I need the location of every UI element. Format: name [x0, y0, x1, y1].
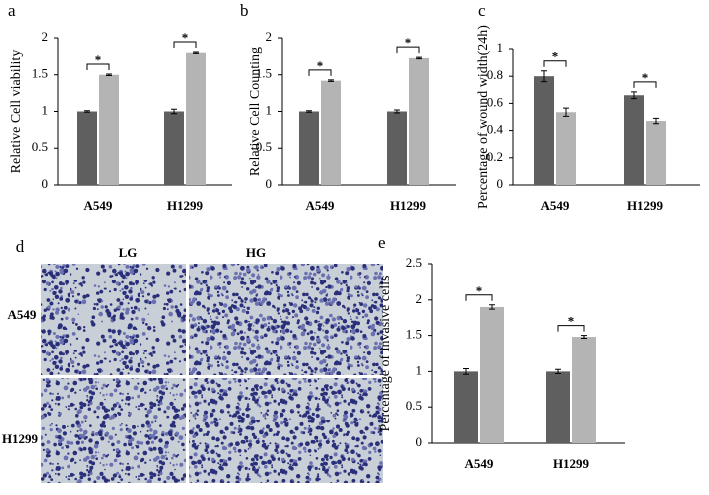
significance-bracket: [557, 325, 585, 332]
error-bar: [541, 70, 547, 83]
micrograph: [189, 264, 383, 375]
error-bar: [489, 304, 495, 310]
bar: [77, 111, 97, 185]
y-tick-label: 0.2: [487, 149, 503, 164]
error-bar: [581, 335, 587, 339]
bar: [534, 76, 554, 185]
x-tick-label: H1299: [167, 198, 204, 213]
bar: [572, 337, 596, 443]
significance-bracket: [86, 63, 110, 71]
significance-mark: *: [182, 30, 189, 45]
error-bar: [416, 56, 422, 60]
micrograph: [41, 264, 186, 375]
significance-mark: *: [405, 35, 412, 50]
x-tick-label: H1299: [627, 198, 664, 213]
bar: [321, 80, 341, 185]
significance-mark: *: [642, 70, 649, 85]
bar: [409, 57, 429, 185]
y-tick-label: 1.5: [32, 66, 48, 81]
y-axis-label: Relative Cell Counting: [248, 47, 263, 176]
panel-label: a: [8, 1, 16, 20]
y-tick-label: 0: [42, 176, 49, 191]
panel-label: d: [16, 237, 25, 256]
column-label: HG: [246, 245, 266, 260]
bar: [556, 112, 576, 185]
bar: [99, 74, 119, 185]
x-tick-label: A549: [465, 456, 494, 471]
column-label: LG: [119, 245, 138, 260]
y-tick-label: 0.5: [32, 139, 48, 154]
y-axis-label: Percentage of invasive cells: [378, 276, 393, 432]
y-axis-label: Percentage of wound width(24h): [476, 25, 491, 209]
bar: [164, 111, 184, 185]
y-tick-label: 0.6: [487, 94, 504, 109]
y-tick-label: 2.5: [406, 255, 422, 270]
significance-mark: *: [568, 314, 575, 329]
y-tick-label: 2: [42, 29, 49, 44]
y-tick-label: 1.5: [406, 327, 422, 342]
bar: [186, 52, 206, 186]
bar: [646, 121, 666, 185]
y-tick-label: 2: [416, 291, 423, 306]
error-bar: [306, 110, 312, 113]
y-tick-label: 0.4: [487, 122, 504, 137]
x-tick-label: A549: [541, 198, 570, 213]
error-bar: [193, 51, 199, 54]
row-label: A549: [8, 307, 37, 322]
y-tick-label: 0.8: [487, 67, 503, 82]
bar: [387, 111, 407, 185]
x-tick-label: H1299: [390, 198, 427, 213]
significance-bracket: [173, 41, 197, 48]
bar: [454, 371, 478, 443]
panel-label: c: [478, 1, 486, 20]
significance-mark: *: [317, 58, 324, 73]
micrograph: [189, 378, 383, 483]
x-tick-label: A549: [306, 198, 335, 213]
y-tick-label: 2: [266, 29, 273, 44]
y-tick-label: 0.5: [256, 139, 272, 154]
significance-mark: *: [552, 49, 559, 64]
significance-bracket: [633, 81, 657, 88]
y-tick-label: 1: [497, 40, 504, 55]
significance-bracket: [396, 46, 420, 54]
y-tick-label: 0: [266, 176, 273, 191]
error-bar: [555, 368, 561, 375]
x-tick-label: H1299: [553, 456, 590, 471]
x-tick-label: A549: [84, 198, 113, 213]
significance-mark: *: [95, 52, 102, 67]
error-bar: [394, 109, 400, 114]
panel-label: b: [240, 1, 249, 20]
significance-bracket: [308, 69, 332, 76]
y-tick-label: 0.5: [406, 398, 422, 413]
significance-bracket: [543, 60, 567, 67]
significance-mark: *: [476, 283, 483, 298]
error-bar: [631, 91, 637, 100]
error-bar: [463, 368, 469, 375]
error-bar: [653, 117, 659, 125]
bar: [546, 371, 570, 443]
error-bar: [171, 108, 177, 115]
y-tick-label: 0: [416, 434, 423, 449]
row-label: H1299: [2, 431, 39, 446]
y-tick-label: 1: [266, 102, 273, 117]
y-tick-label: 0: [497, 176, 504, 191]
bar: [299, 111, 319, 185]
error-bar: [563, 107, 569, 117]
error-bar: [328, 79, 334, 82]
error-bar: [84, 110, 90, 113]
y-tick-label: 1: [416, 362, 423, 377]
y-tick-label: 1.5: [256, 66, 272, 81]
micrograph: [41, 378, 186, 483]
bar: [480, 306, 504, 443]
significance-bracket: [465, 294, 493, 301]
y-tick-label: 1: [42, 102, 49, 117]
panel-label: e: [378, 233, 386, 252]
error-bar: [106, 73, 112, 76]
bar: [624, 95, 644, 185]
y-axis-label: Relative Cell viability: [9, 50, 24, 174]
